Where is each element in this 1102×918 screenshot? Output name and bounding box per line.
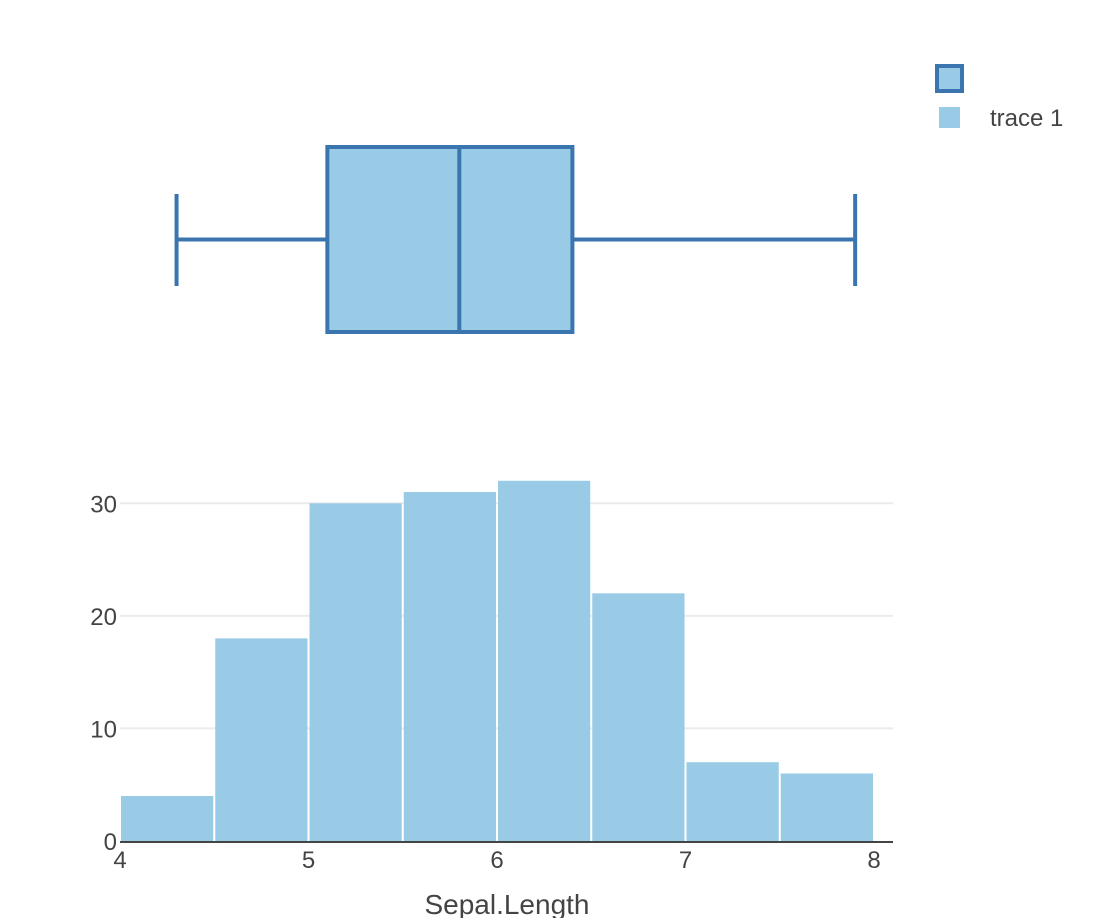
legend-item-box[interactable] (935, 64, 964, 93)
y-axis-ticks: 0 10 20 30 (90, 491, 117, 856)
histogram-bar-4 (498, 480, 591, 841)
box-iqr (325, 145, 575, 334)
histogram-bar-5 (592, 593, 685, 841)
y-tick-label-0: 0 (104, 829, 117, 856)
legend-item-trace-1[interactable]: trace 1 (939, 105, 1063, 132)
histogram-bar-7 (780, 773, 873, 841)
boxplot (174, 145, 858, 334)
histogram-bar-0 (121, 795, 214, 841)
legend[interactable]: trace 1 (935, 64, 1063, 132)
legend-bar-swatch (939, 107, 960, 128)
x-tick-label-7: 7 (679, 847, 692, 874)
legend-trace-label: trace 1 (990, 105, 1063, 132)
histogram-bar-6 (686, 762, 779, 841)
x-tick-label-8: 8 (867, 847, 880, 874)
y-tick-label-10: 10 (90, 716, 117, 743)
x-tick-label-6: 6 (490, 847, 503, 874)
y-tick-label-20: 20 (90, 604, 117, 631)
histogram-bar-2 (309, 503, 402, 841)
legend-box-swatch (935, 64, 964, 93)
x-tick-label-5: 5 (302, 847, 315, 874)
histogram-bar-1 (215, 638, 308, 841)
x-axis-title: Sepal.Length (424, 889, 589, 918)
x-axis-ticks: 4 5 6 7 8 (113, 847, 880, 874)
x-tick-label-4: 4 (113, 847, 126, 874)
histogram-bars (121, 480, 873, 841)
histogram-bar-3 (403, 492, 496, 841)
y-tick-label-30: 30 (90, 491, 117, 518)
